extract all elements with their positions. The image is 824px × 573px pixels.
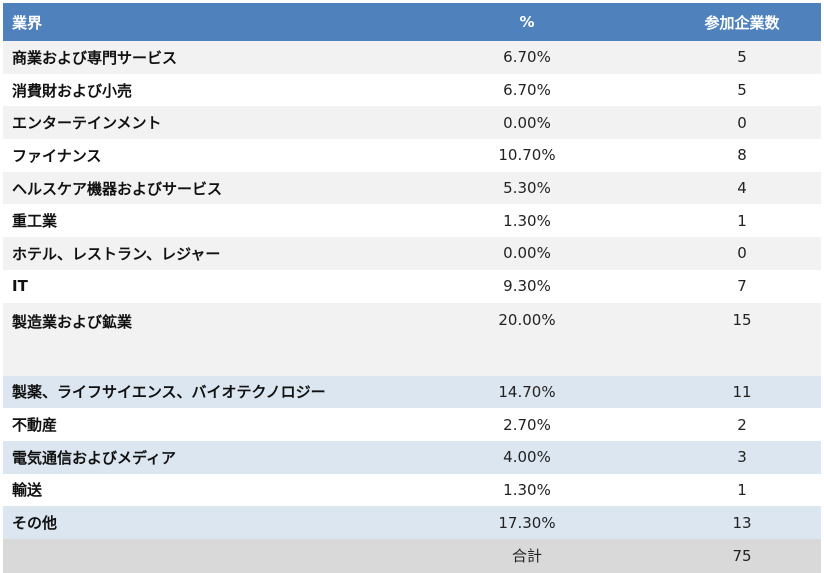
industry-cell: 製薬、ライフサイエンス、バイオテクノロジー xyxy=(3,375,391,409)
companies-cell: 0 xyxy=(663,106,821,140)
companies-cell: 3 xyxy=(663,440,821,474)
table-row: 製薬、ライフサイエンス、バイオテクノロジー 14.70% 11 xyxy=(3,375,821,409)
companies-cell: 7 xyxy=(663,269,821,303)
total-row: 合計 75 xyxy=(3,538,821,573)
table-row: ヘルスケア機器およびサービス 5.30% 4 xyxy=(3,171,821,205)
header-companies: 参加企業数 xyxy=(663,3,821,41)
companies-cell: 5 xyxy=(663,73,821,107)
table-row: エンターテインメント 0.00% 0 xyxy=(3,106,821,140)
industry-table: 業界 % 参加企業数 商業および専門サービス 6.70% 5 消費財および小売 … xyxy=(3,3,821,573)
table-row: ホテル、レストラン、レジャー 0.00% 0 xyxy=(3,237,821,270)
industry-table-container: 業界 % 参加企業数 商業および専門サービス 6.70% 5 消費財および小売 … xyxy=(3,3,821,573)
industry-cell: 消費財および小売 xyxy=(3,73,391,107)
companies-cell: 2 xyxy=(663,408,821,441)
companies-cell: 13 xyxy=(663,506,821,539)
industry-cell: その他 xyxy=(3,506,391,539)
percent-cell: 5.30% xyxy=(391,171,663,205)
percent-cell: 0.00% xyxy=(391,237,663,270)
companies-cell: 4 xyxy=(663,171,821,205)
industry-cell: 輸送 xyxy=(3,473,391,507)
header-industry: 業界 xyxy=(3,3,391,41)
industry-cell: 製造業および鉱業 xyxy=(3,302,391,376)
table-row: IT 9.30% 7 xyxy=(3,269,821,303)
percent-cell: 6.70% xyxy=(391,73,663,107)
table-row: その他 17.30% 13 xyxy=(3,506,821,539)
percent-cell: 14.70% xyxy=(391,375,663,409)
percent-cell: 20.00% xyxy=(391,302,663,376)
percent-cell: 10.70% xyxy=(391,139,663,172)
companies-cell: 11 xyxy=(663,375,821,409)
industry-cell: エンターテインメント xyxy=(3,106,391,140)
companies-cell: 1 xyxy=(663,473,821,507)
total-companies: 75 xyxy=(663,538,821,573)
percent-cell: 6.70% xyxy=(391,41,663,74)
percent-cell: 17.30% xyxy=(391,506,663,539)
industry-cell: 商業および専門サービス xyxy=(3,41,391,74)
table-row: 電気通信およびメディア 4.00% 3 xyxy=(3,440,821,474)
percent-cell: 1.30% xyxy=(391,204,663,238)
percent-cell: 0.00% xyxy=(391,106,663,140)
table-row: 重工業 1.30% 1 xyxy=(3,204,821,238)
percent-cell: 4.00% xyxy=(391,440,663,474)
table-header-row: 業界 % 参加企業数 xyxy=(3,3,821,41)
companies-cell: 5 xyxy=(663,41,821,74)
percent-cell: 1.30% xyxy=(391,473,663,507)
header-percent: % xyxy=(391,3,663,41)
industry-cell: ファイナンス xyxy=(3,139,391,172)
companies-cell: 0 xyxy=(663,237,821,270)
table-row: 商業および専門サービス 6.70% 5 xyxy=(3,41,821,74)
table-row: 製造業および鉱業 20.00% 15 xyxy=(3,302,821,376)
table-row: ファイナンス 10.70% 8 xyxy=(3,139,821,172)
table-row: 輸送 1.30% 1 xyxy=(3,473,821,507)
industry-cell: 不動産 xyxy=(3,408,391,441)
companies-cell: 8 xyxy=(663,139,821,172)
industry-cell: IT xyxy=(3,269,391,303)
companies-cell: 1 xyxy=(663,204,821,238)
companies-cell: 15 xyxy=(663,302,821,376)
industry-cell: ホテル、レストラン、レジャー xyxy=(3,237,391,270)
industry-cell: ヘルスケア機器およびサービス xyxy=(3,171,391,205)
table-row: 消費財および小売 6.70% 5 xyxy=(3,73,821,107)
industry-cell: 電気通信およびメディア xyxy=(3,440,391,474)
industry-cell: 重工業 xyxy=(3,204,391,238)
table-row: 不動産 2.70% 2 xyxy=(3,408,821,441)
percent-cell: 2.70% xyxy=(391,408,663,441)
total-label: 合計 xyxy=(391,538,663,573)
percent-cell: 9.30% xyxy=(391,269,663,303)
total-empty-cell xyxy=(3,538,391,573)
